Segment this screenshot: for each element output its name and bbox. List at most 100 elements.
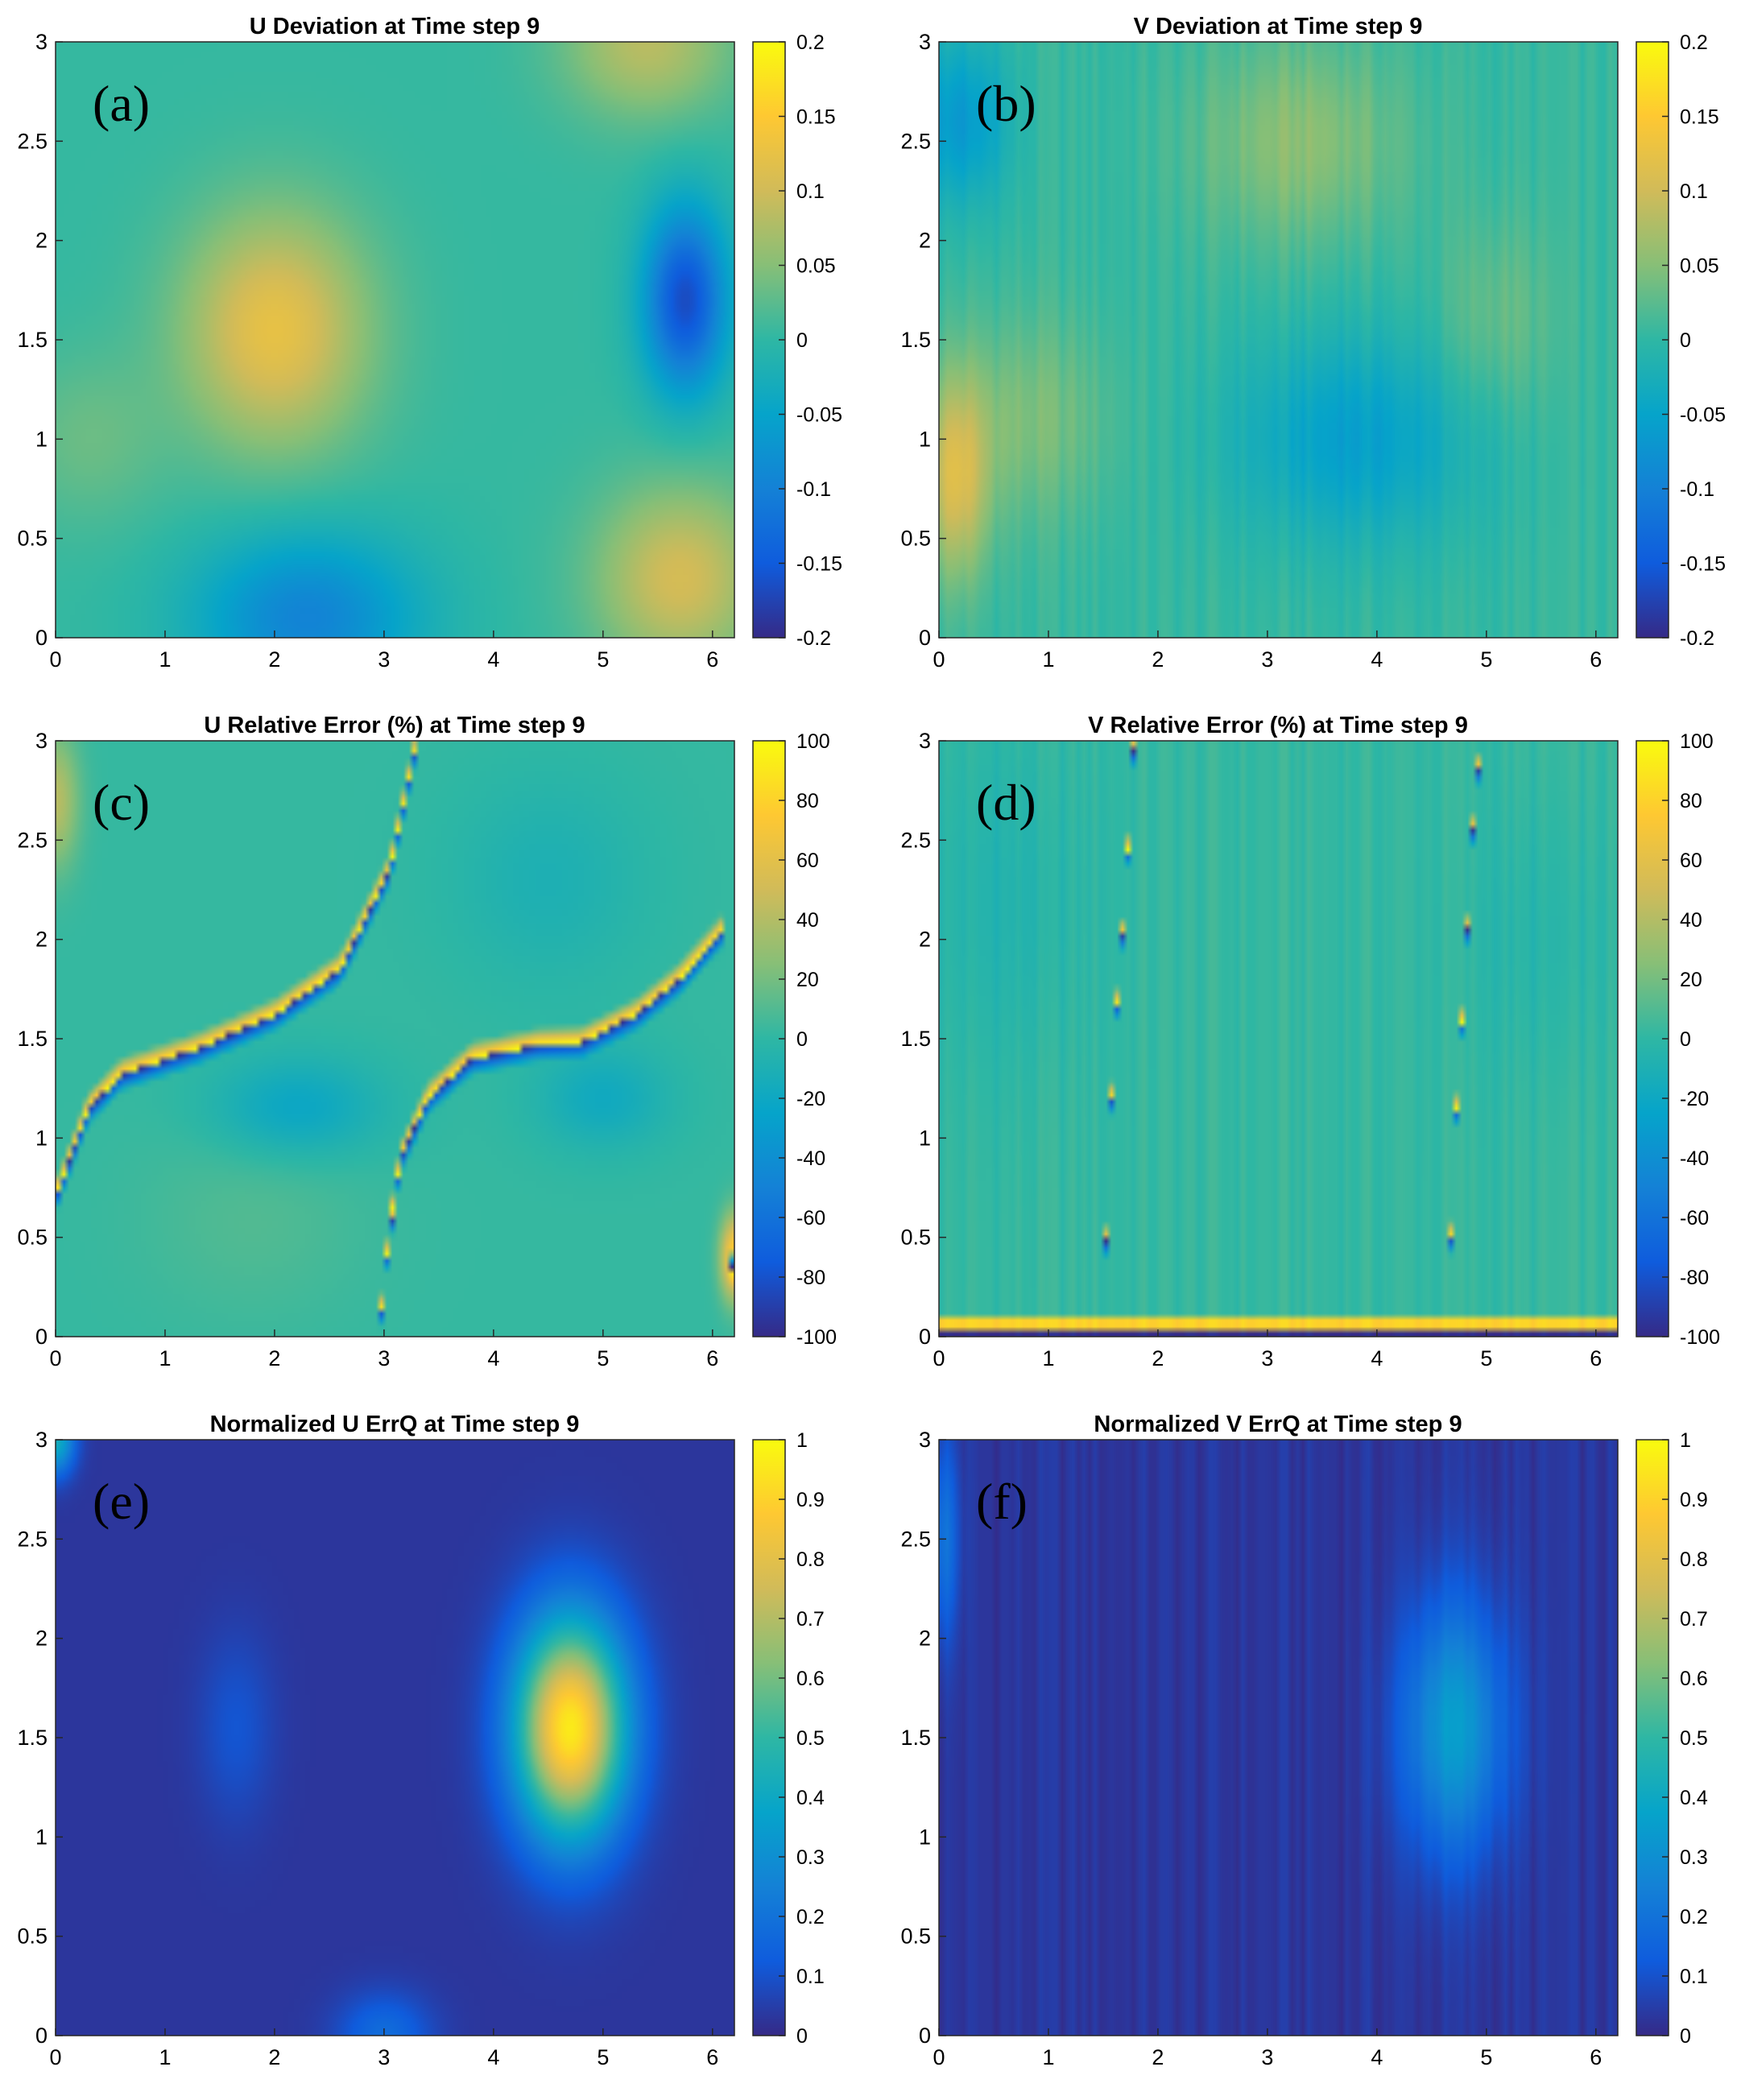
x-axis-f: 0 1 2 3 4 5 6	[933, 2028, 1602, 2069]
heatmap-f	[939, 1440, 1618, 2036]
y-tick-label: 0.5	[17, 1226, 48, 1250]
colorbar-tick-label: 0.15	[796, 106, 836, 129]
x-tick-label: 5	[1480, 2045, 1492, 2069]
colorbar-tick-label: 0.05	[1680, 255, 1719, 278]
y-tick-label: 1	[919, 1825, 931, 1849]
x-tick-label: 2	[268, 2045, 280, 2069]
y-tick-label: 1	[919, 1126, 931, 1150]
y-tick-label: 0.5	[900, 527, 931, 551]
x-tick-label: 2	[1152, 2045, 1164, 2069]
x-tick-label: 6	[706, 2045, 718, 2069]
colorbar-tick-label: 100	[796, 730, 830, 753]
colorbar-tick-label: 0.1	[1680, 180, 1708, 203]
x-tick-label: 6	[1590, 2045, 1602, 2069]
x-tick-label: 5	[597, 2045, 609, 2069]
colorbar-tick-label: -0.15	[796, 553, 842, 576]
colorbar-tick-label: -0.1	[1680, 478, 1714, 501]
heatmap-a	[56, 42, 734, 638]
x-tick-label: 0	[933, 1346, 945, 1370]
colorbar-tick-label: 0.7	[1680, 1608, 1708, 1631]
panel-b: V Deviation at Time step 9 (b) 0 1 2 3 4 5 6 0…	[900, 14, 1726, 672]
x-tick-label: 0	[933, 2045, 945, 2069]
colorbar-tick-label: 0.5	[1680, 1727, 1708, 1750]
panel-title-c: U Relative Error (%) at Time step 9	[204, 713, 585, 738]
colorbar-tick-label: 0.4	[1680, 1787, 1708, 1809]
y-tick-label: 1	[35, 1126, 48, 1150]
panel-f: Normalized V ErrQ at Time step 9 (f) 0 1 2…	[900, 1412, 1707, 2069]
colorbar-tick-label: 0.3	[796, 1846, 825, 1869]
y-tick-label: 2	[35, 229, 48, 253]
y-tick-label: 0.5	[17, 527, 48, 551]
x-tick-label: 6	[1590, 1346, 1602, 1370]
y-tick-label: 0.5	[17, 1924, 48, 1949]
panel-title-b: V Deviation at Time step 9	[1134, 14, 1423, 39]
x-axis-a: 0 1 2 3 4 5 6	[49, 630, 718, 672]
panel-letter-d: (d)	[976, 774, 1036, 831]
x-tick-label: 3	[378, 647, 390, 672]
colorbar-tick-label: 0.2	[1680, 1906, 1708, 1928]
colorbar-tick-label: -0.15	[1680, 553, 1726, 576]
colorbar-ticks-a: -0.2 -0.15 -0.1 -0.05 0 0.05 0.1 0.15 0.2	[779, 31, 842, 650]
colorbar-tick-label: -20	[1680, 1088, 1709, 1110]
y-tick-label: 3	[35, 30, 48, 54]
x-tick-label: 0	[49, 1346, 61, 1370]
x-tick-label: 3	[378, 2045, 390, 2069]
y-tick-label: 2	[919, 1627, 931, 1651]
y-tick-label: 2.5	[17, 129, 48, 153]
colorbar-tick-label: 0.1	[1680, 1966, 1708, 1988]
colorbar-tick-label: 60	[1680, 850, 1702, 872]
colorbar-ticks-e: 0 0.1 0.2 0.3 0.4 0.5 0.6 0.7 0.8 0.9 1	[779, 1429, 825, 2048]
y-tick-label: 1	[919, 427, 931, 451]
y-axis-f: 0 0.5 1 1.5 2 2.5 3	[900, 1428, 946, 2048]
colorbar-tick-label: 0	[796, 329, 808, 352]
colorbar-tick-label: 0	[796, 1028, 808, 1051]
y-tick-label: 3	[919, 729, 931, 753]
heatmap-d	[939, 741, 1618, 1337]
colorbar-ticks-c: -100 -80 -60 -40 -20 0 20 40 60 80 100	[779, 730, 837, 1349]
x-tick-label: 2	[268, 1346, 280, 1370]
y-tick-label: 1.5	[900, 1726, 931, 1750]
colorbar-tick-label: 80	[796, 790, 819, 812]
colorbar-tick-label: -60	[796, 1207, 825, 1230]
x-tick-label: 4	[1371, 2045, 1383, 2069]
colorbar-tick-label: 0.8	[796, 1548, 825, 1571]
colorbar-tick-label: -0.2	[796, 627, 831, 650]
y-tick-label: 2	[35, 928, 48, 952]
panel-letter-c: (c)	[93, 774, 150, 831]
x-tick-label: 6	[706, 1346, 718, 1370]
y-tick-label: 0	[919, 2024, 931, 2048]
colorbar-tick-label: 60	[796, 850, 819, 872]
y-tick-label: 3	[35, 729, 48, 753]
x-tick-label: 1	[1042, 2045, 1054, 2069]
x-tick-label: 1	[159, 2045, 171, 2069]
colorbar-tick-label: -80	[1680, 1267, 1709, 1289]
heatmap-b	[939, 42, 1618, 638]
x-tick-label: 4	[1371, 1346, 1383, 1370]
heatmap-c	[56, 741, 734, 1337]
panel-title-e: Normalized U ErrQ at Time step 9	[210, 1412, 580, 1437]
y-tick-label: 0	[35, 2024, 48, 2048]
y-tick-label: 0	[919, 626, 931, 650]
x-tick-label: 2	[1152, 1346, 1164, 1370]
colorbar-tick-label: 0.8	[1680, 1548, 1708, 1571]
x-tick-label: 1	[159, 647, 171, 672]
panel-letter-f: (f)	[976, 1473, 1028, 1530]
y-tick-label: 0	[35, 626, 48, 650]
x-tick-label: 1	[1042, 647, 1054, 672]
colorbar-tick-label: -0.05	[796, 404, 842, 427]
colorbar-tick-label: 0.2	[796, 1906, 825, 1928]
colorbar-tick-label: 1	[1680, 1429, 1691, 1452]
x-tick-label: 3	[1261, 1346, 1273, 1370]
panel-title-d: V Relative Error (%) at Time step 9	[1088, 713, 1468, 738]
colorbar-tick-label: 0	[1680, 329, 1691, 352]
x-tick-label: 1	[1042, 1346, 1054, 1370]
colorbar-tick-label: -0.1	[796, 478, 831, 501]
y-tick-label: 0	[35, 1325, 48, 1349]
x-tick-label: 6	[1590, 647, 1602, 672]
colorbar-tick-label: 0.9	[796, 1489, 825, 1511]
y-tick-label: 1	[35, 427, 48, 451]
colorbar-tick-label: 0.3	[1680, 1846, 1708, 1869]
y-tick-label: 1	[35, 1825, 48, 1849]
y-tick-label: 2.5	[900, 1527, 931, 1551]
